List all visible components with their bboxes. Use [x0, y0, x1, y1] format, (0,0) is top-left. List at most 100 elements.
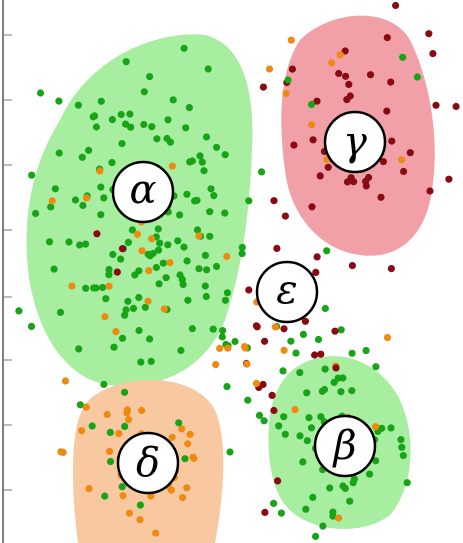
data-point	[105, 271, 113, 279]
data-point	[115, 430, 123, 438]
data-point	[127, 123, 135, 131]
data-point	[221, 209, 229, 217]
data-point	[372, 457, 380, 465]
data-point	[383, 107, 391, 115]
data-point	[270, 406, 278, 415]
data-point	[118, 140, 126, 148]
data-point	[82, 194, 91, 202]
data-point	[135, 267, 143, 275]
data-point	[178, 425, 186, 433]
data-point	[397, 436, 405, 444]
data-point	[432, 101, 440, 109]
data-point	[275, 422, 283, 430]
data-point	[185, 104, 193, 112]
data-point	[79, 201, 87, 210]
label-beta-text: β	[331, 423, 356, 469]
data-point	[209, 325, 217, 333]
data-point	[106, 447, 114, 455]
data-point	[425, 30, 433, 38]
label-gamma: γ	[323, 110, 387, 174]
data-point	[273, 244, 281, 252]
data-point	[203, 266, 211, 274]
data-point	[212, 262, 221, 271]
data-point	[383, 34, 391, 42]
data-point	[47, 203, 55, 211]
data-point	[223, 383, 231, 391]
data-point	[118, 245, 127, 253]
data-point	[166, 259, 174, 267]
data-point	[93, 230, 101, 238]
data-point	[271, 323, 279, 331]
data-point	[152, 263, 160, 272]
data-point	[308, 203, 316, 211]
data-point	[27, 322, 36, 330]
data-point	[106, 458, 115, 466]
data-point	[56, 308, 65, 316]
data-point	[108, 159, 116, 167]
data-point	[316, 172, 324, 180]
data-point	[341, 47, 349, 55]
data-point	[76, 401, 84, 409]
data-point	[309, 493, 317, 501]
data-point	[346, 92, 354, 100]
data-point	[57, 448, 65, 456]
data-point	[74, 101, 82, 109]
data-point	[119, 492, 127, 500]
data-point	[280, 346, 288, 354]
data-point	[252, 379, 261, 387]
data-point	[144, 297, 152, 305]
label-beta-circle	[313, 414, 377, 478]
data-point	[392, 1, 400, 10]
data-point	[28, 171, 36, 179]
data-point	[154, 246, 163, 254]
data-point	[372, 363, 380, 371]
data-point	[337, 326, 345, 334]
data-point	[137, 358, 145, 366]
data-point	[206, 208, 214, 216]
label-gamma-circle	[323, 110, 387, 174]
data-point	[270, 499, 278, 507]
data-point	[223, 289, 231, 297]
data-point	[153, 135, 161, 143]
data-point	[193, 226, 202, 234]
data-point	[184, 296, 192, 304]
data-point	[207, 185, 215, 193]
data-point	[195, 265, 203, 273]
data-point	[345, 80, 353, 88]
data-point	[280, 325, 288, 333]
data-point	[117, 110, 125, 119]
data-point	[329, 508, 337, 516]
data-point	[78, 427, 86, 435]
data-point	[85, 146, 93, 154]
data-point	[200, 167, 208, 175]
data-point	[221, 296, 229, 304]
data-point	[291, 406, 299, 414]
data-point	[90, 284, 98, 292]
data-point	[317, 350, 325, 358]
data-point	[82, 240, 90, 248]
data-point	[201, 251, 209, 259]
data-point	[218, 333, 226, 341]
data-point	[226, 448, 234, 456]
data-point	[179, 494, 187, 502]
data-point	[259, 380, 267, 389]
data-point	[313, 253, 321, 261]
data-point	[50, 265, 58, 273]
data-point	[274, 477, 282, 485]
label-delta-circle	[116, 431, 180, 495]
data-point	[320, 385, 329, 394]
data-point	[105, 265, 113, 274]
data-point	[216, 344, 224, 352]
data-point	[140, 88, 148, 96]
data-point	[126, 110, 134, 118]
data-point	[129, 304, 138, 312]
data-point	[319, 522, 327, 530]
data-point	[403, 479, 411, 487]
data-point	[204, 65, 212, 73]
data-point	[97, 183, 105, 191]
data-point	[324, 163, 332, 171]
data-point	[379, 158, 387, 166]
data-point	[280, 413, 288, 421]
data-point	[195, 232, 203, 240]
